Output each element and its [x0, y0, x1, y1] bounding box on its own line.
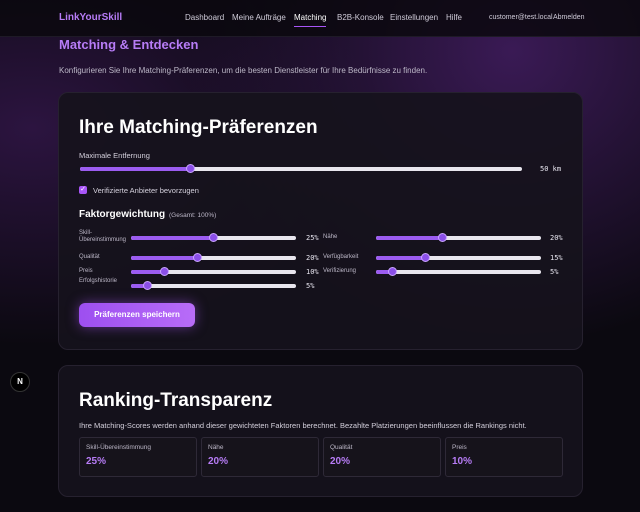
ranking-box-label: Qualität	[330, 444, 353, 451]
slider-fill	[376, 236, 442, 240]
ranking-box-value: 20%	[330, 456, 351, 467]
ranking-box-value: 10%	[452, 456, 473, 467]
factor-value: 5%	[306, 282, 315, 290]
slider-track[interactable]	[376, 233, 541, 242]
slider-track[interactable]	[80, 164, 522, 173]
slider-track[interactable]	[131, 233, 296, 242]
factor-value: 10%	[306, 268, 319, 276]
factor-label: Verifizierung	[323, 268, 357, 274]
slider-track[interactable]	[131, 267, 296, 276]
ranking-text: Ihre Matching-Scores werden anhand diese…	[79, 421, 527, 430]
dev-badge[interactable]: N	[10, 372, 30, 392]
page-subtitle: Konfigurieren Sie Ihre Matching-Präferen…	[59, 66, 428, 75]
slider-fill	[376, 256, 426, 260]
user-email: customer@test.local	[489, 14, 553, 21]
nav-link[interactable]: Dashboard	[185, 13, 225, 22]
ranking-card	[58, 365, 583, 497]
distance-label: Maximale Entfernung	[79, 151, 150, 160]
factor-value: 20%	[550, 234, 563, 242]
nav-link[interactable]: B2B-Konsole	[337, 13, 384, 22]
slider-track[interactable]	[376, 253, 541, 262]
slider-thumb[interactable]	[437, 233, 447, 242]
slider-fill	[376, 270, 393, 274]
factor-label: Preis	[79, 268, 93, 274]
ranking-box: Nähe 20%	[201, 437, 319, 477]
page-title: Matching & Entdecken	[59, 37, 199, 52]
factors-note: (Gesamt: 100%)	[169, 212, 217, 219]
ranking-title: Ranking-Transparenz	[79, 390, 273, 411]
slider-thumb[interactable]	[143, 281, 152, 290]
slider-thumb[interactable]	[159, 267, 169, 276]
factor-value: 5%	[550, 268, 559, 276]
ranking-box-label: Preis	[452, 444, 467, 451]
slider-thumb[interactable]	[209, 233, 218, 242]
ranking-box-label: Skill-Übereinstimmung	[86, 444, 152, 451]
card-title: Ihre Matching-Präferenzen	[79, 117, 318, 138]
distance-value: 50 km	[540, 165, 562, 173]
slider-track[interactable]	[131, 253, 296, 262]
factor-label: Skill-Übereinstimmung	[79, 230, 127, 243]
slider-fill	[131, 284, 148, 288]
nav-link[interactable]: Hilfe	[446, 13, 463, 22]
factor-label: Verfügbarkeit	[323, 254, 359, 260]
logout[interactable]: Abmelden	[553, 14, 585, 21]
factor-label: Erfolgshistorie	[79, 278, 118, 284]
slider-thumb[interactable]	[186, 164, 195, 173]
ranking-box: Skill-Übereinstimmung 25%	[79, 437, 197, 477]
slider-fill	[131, 236, 214, 240]
slider-thumb[interactable]	[388, 267, 397, 276]
brand[interactable]: LinkYourSkill	[59, 12, 123, 23]
navbar: LinkYourSkill customer@test.local Abmeld…	[0, 0, 640, 37]
slider-fill	[131, 270, 164, 274]
factor-label: Qualität	[79, 254, 100, 260]
slider-thumb[interactable]	[192, 253, 202, 262]
slider-track[interactable]	[131, 281, 296, 290]
slider-fill	[131, 256, 197, 260]
factor-value: 20%	[306, 254, 319, 262]
ranking-box: Preis 10%	[445, 437, 563, 477]
save-button[interactable]: Präferenzen speichern	[79, 303, 195, 327]
slider-track[interactable]	[376, 267, 541, 276]
slider-fill	[80, 167, 191, 171]
checkbox-label[interactable]: Verifizierte Anbieter bevorzugen	[93, 186, 199, 195]
factor-value: 25%	[306, 234, 319, 242]
ranking-box-value: 25%	[86, 456, 107, 467]
nav-link[interactable]: Meine Aufträge	[232, 13, 286, 22]
nav-link[interactable]: Matching	[294, 13, 327, 27]
ranking-box-label: Nähe	[208, 444, 224, 451]
factors-title: Faktorgewichtung	[79, 209, 166, 220]
ranking-box-value: 20%	[208, 456, 229, 467]
nav-link[interactable]: Einstellungen	[390, 13, 439, 22]
slider-thumb[interactable]	[421, 253, 430, 262]
factor-value: 15%	[550, 254, 563, 262]
checkbox[interactable]: ✓	[79, 186, 87, 194]
ranking-box: Qualität 20%	[323, 437, 441, 477]
factor-label: Nähe	[323, 234, 338, 240]
